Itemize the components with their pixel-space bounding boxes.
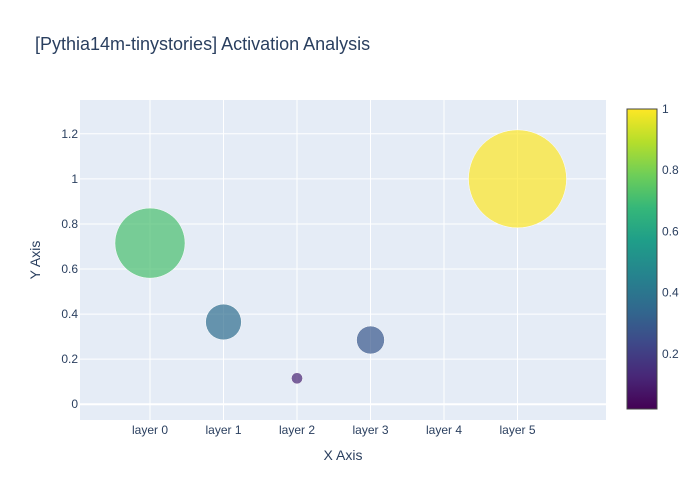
x-tick-label: layer 1 xyxy=(205,423,241,437)
y-tick-label: 0.2 xyxy=(61,352,78,366)
data-point xyxy=(291,372,303,385)
y-tick-label: 0.4 xyxy=(61,307,78,321)
y-tick-label: 0.8 xyxy=(61,217,78,231)
y-tick-labels: 0 0.2 0.4 0.6 0.8 1 1.2 xyxy=(61,127,78,411)
y-tick-label: 1 xyxy=(71,172,78,186)
y-tick-label: 0 xyxy=(71,397,78,411)
x-tick-label: layer 0 xyxy=(132,423,168,437)
colorbar-tick-label: 0.8 xyxy=(662,163,679,177)
data-point xyxy=(205,303,242,341)
data-point xyxy=(114,207,186,279)
y-tick-label: 0.6 xyxy=(61,262,78,276)
y-tick-label: 1.2 xyxy=(61,127,78,141)
data-point xyxy=(468,129,567,229)
x-axis-title: X Axis xyxy=(324,447,363,463)
colorbar xyxy=(626,108,658,410)
x-tick-label: layer 4 xyxy=(426,423,462,437)
x-tick-label: layer 5 xyxy=(499,423,535,437)
chart-title: [Pythia14m-tinystories] Activation Analy… xyxy=(35,34,370,54)
data-point xyxy=(356,325,385,355)
x-tick-label: layer 2 xyxy=(279,423,315,437)
y-axis-title: Y Axis xyxy=(27,241,43,280)
colorbar-tick-label: 0.4 xyxy=(662,286,679,300)
colorbar-tick-label: 0.6 xyxy=(662,224,679,238)
colorbar-tick-labels: 0.2 0.4 0.6 0.8 1 xyxy=(662,102,679,361)
x-tick-label: layer 3 xyxy=(352,423,388,437)
data-points xyxy=(114,129,567,385)
x-tick-labels: layer 0 layer 1 layer 2 layer 3 layer 4 layer… xyxy=(132,423,536,437)
colorbar-tick-label: 0.2 xyxy=(662,347,679,361)
colorbar-tick-label: 1 xyxy=(662,102,669,116)
